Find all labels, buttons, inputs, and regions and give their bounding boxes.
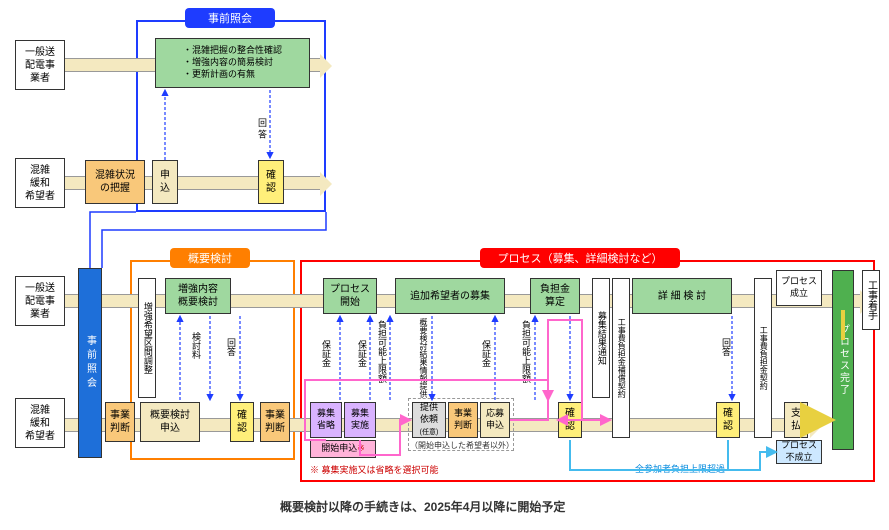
deposit-v3: 保証金 bbox=[480, 340, 493, 367]
confirm-proc-2: 確 認 bbox=[716, 402, 740, 438]
deposit-v2: 保証金 bbox=[356, 340, 369, 367]
start-apply: 開始申込※ bbox=[310, 440, 376, 458]
preconsult-bar: 事前照会 bbox=[78, 268, 102, 458]
title-overview: 概要検討 bbox=[170, 248, 250, 268]
title-process: プロセス（募集、詳細検討など） bbox=[480, 248, 680, 268]
overview-apply: 概要検討 申込 bbox=[140, 402, 200, 442]
overview-study2: 増強内容 概要検討 bbox=[165, 278, 231, 314]
recruit-add: 追加希望者の募集 bbox=[395, 278, 505, 314]
start-apply-mark: ※ bbox=[357, 443, 365, 455]
all-exceed: 全参加者負担上限超過 bbox=[635, 462, 725, 475]
confirm-top-box: 確 認 bbox=[258, 160, 284, 204]
work-start: 工事着手 bbox=[862, 270, 880, 330]
process-ng: プロセス 不成立 bbox=[776, 440, 822, 464]
actor-congest-top: 混雑 緩和 希望者 bbox=[15, 158, 65, 208]
response-top-label: 回 答 bbox=[256, 118, 269, 139]
title-preconsult: 事前照会 bbox=[185, 8, 275, 28]
adjust-v: 増強希望区間調整 bbox=[138, 278, 156, 398]
deposit-v1: 保証金 bbox=[320, 340, 333, 367]
comp-contract-v: 工事費負担金補償契約 bbox=[612, 278, 630, 438]
caplimit-v2: 負担可能上限額 bbox=[520, 320, 533, 383]
cost-contract-v: 工事費負担金契約 bbox=[754, 278, 772, 438]
biz-judge-2: 事業 判断 bbox=[260, 402, 290, 442]
response-v1: 回答 bbox=[225, 338, 238, 356]
biz-judge-1: 事業 判断 bbox=[105, 402, 135, 442]
confirm-proc-1: 確 認 bbox=[558, 402, 582, 438]
omit-note: ※ 募集実施又は省略を選択可能 bbox=[310, 463, 439, 476]
actor-general-top: 一般送 配電事 業者 bbox=[15, 40, 65, 90]
grasp-box: 混雑状況 の把握 bbox=[85, 160, 145, 204]
pay-box: 支 払 bbox=[784, 402, 808, 438]
detail-study: 詳 細 検 討 bbox=[632, 278, 732, 314]
consistency-list: ・混雑把握の整合性確認 ・増強内容の簡易検討 ・更新計画の有無 bbox=[155, 38, 310, 88]
caplimit-v1: 負担可能上限額 bbox=[376, 320, 389, 383]
recruit-do: 募集 実施 bbox=[344, 402, 376, 438]
response-v2: 回答 bbox=[720, 338, 733, 356]
process-start: プロセス 開始 bbox=[323, 278, 377, 314]
cost-calc: 負担金 算定 bbox=[530, 278, 580, 314]
process-ok: プロセス 成立 bbox=[776, 270, 822, 306]
apply-box: 申 込 bbox=[152, 160, 178, 204]
bottom-note: 概要検討以降の手続きは、2025年4月以降に開始予定 bbox=[280, 498, 565, 515]
studyfee-v: 検討料 bbox=[190, 332, 203, 359]
start-apply-label: 開始申込 bbox=[321, 443, 357, 455]
actor-congest-mid: 混雑 緩和 希望者 bbox=[15, 398, 65, 448]
recruit-result-v: 募集結果通知 bbox=[592, 278, 610, 398]
recruit-omit: 募集 省略 bbox=[310, 402, 342, 438]
ovresult-v: 概要検討結果情報提供 bbox=[418, 318, 429, 398]
actor-general-mid: 一般送 配電事 業者 bbox=[15, 276, 65, 326]
started-note: （開始申込した希望者以外） bbox=[410, 440, 514, 451]
confirm-ov: 確 認 bbox=[230, 402, 254, 442]
process-done: プロセス完了 bbox=[832, 270, 854, 450]
